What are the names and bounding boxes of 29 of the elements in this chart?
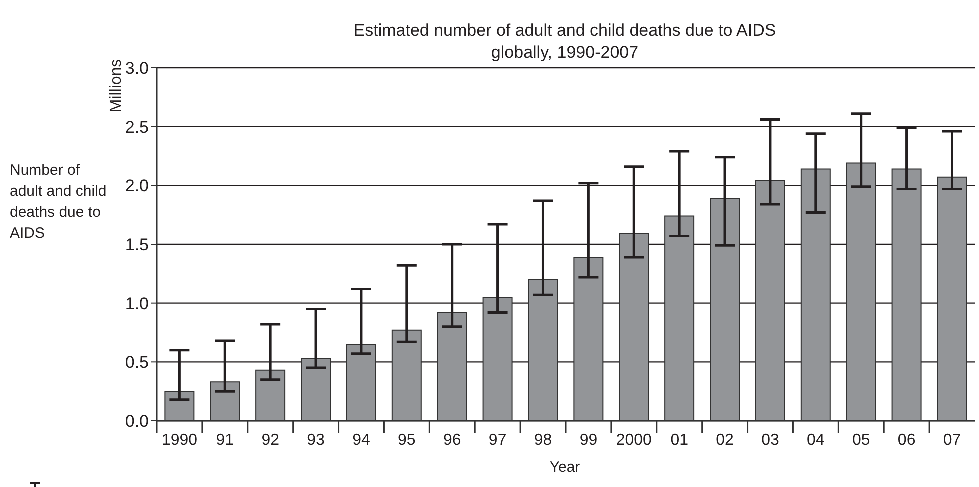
x-tick-label: 97 — [488, 432, 507, 449]
y-tick-label: 0.0 — [125, 412, 149, 432]
x-tick-label: 07 — [943, 432, 962, 449]
x-tick-label: 99 — [580, 432, 598, 449]
text: Number of adult and child deaths due to AIDS — [10, 161, 108, 244]
x-tick-label: 04 — [807, 432, 825, 449]
x-tick-label: 05 — [852, 432, 870, 449]
x-tick-label: 03 — [762, 432, 780, 449]
y-tick-label: 0.5 — [125, 353, 149, 372]
y-tick-label: 2.5 — [125, 118, 149, 137]
x-tick-label: 2000 — [616, 432, 652, 449]
x-tick-label: 06 — [898, 432, 916, 449]
y-axis-title: Millions — [108, 59, 126, 113]
x-tick-label: 95 — [398, 432, 416, 449]
y-tick-label: 3.0 — [125, 59, 149, 78]
x-tick-label: 93 — [307, 432, 326, 449]
y-tick-label: 2.0 — [125, 176, 149, 196]
x-tick-label: 92 — [262, 432, 280, 449]
x-tick-label: 94 — [352, 432, 370, 449]
x-axis-title: Year — [548, 459, 582, 476]
chart-title: Estimated number of adult and child deaths due to AIDS globally, 1990-2007 — [352, 20, 778, 64]
x-tick-label: 02 — [716, 432, 734, 449]
x-tick-label: 01 — [670, 432, 689, 449]
x-tick-label: 96 — [443, 432, 462, 449]
x-tick-label: 1990 — [162, 432, 198, 449]
y-tick-label: 1.0 — [125, 294, 149, 314]
x-tick-label: 98 — [534, 432, 552, 449]
x-tick-label: 91 — [216, 432, 234, 449]
y-tick-label: 1.5 — [125, 236, 149, 255]
